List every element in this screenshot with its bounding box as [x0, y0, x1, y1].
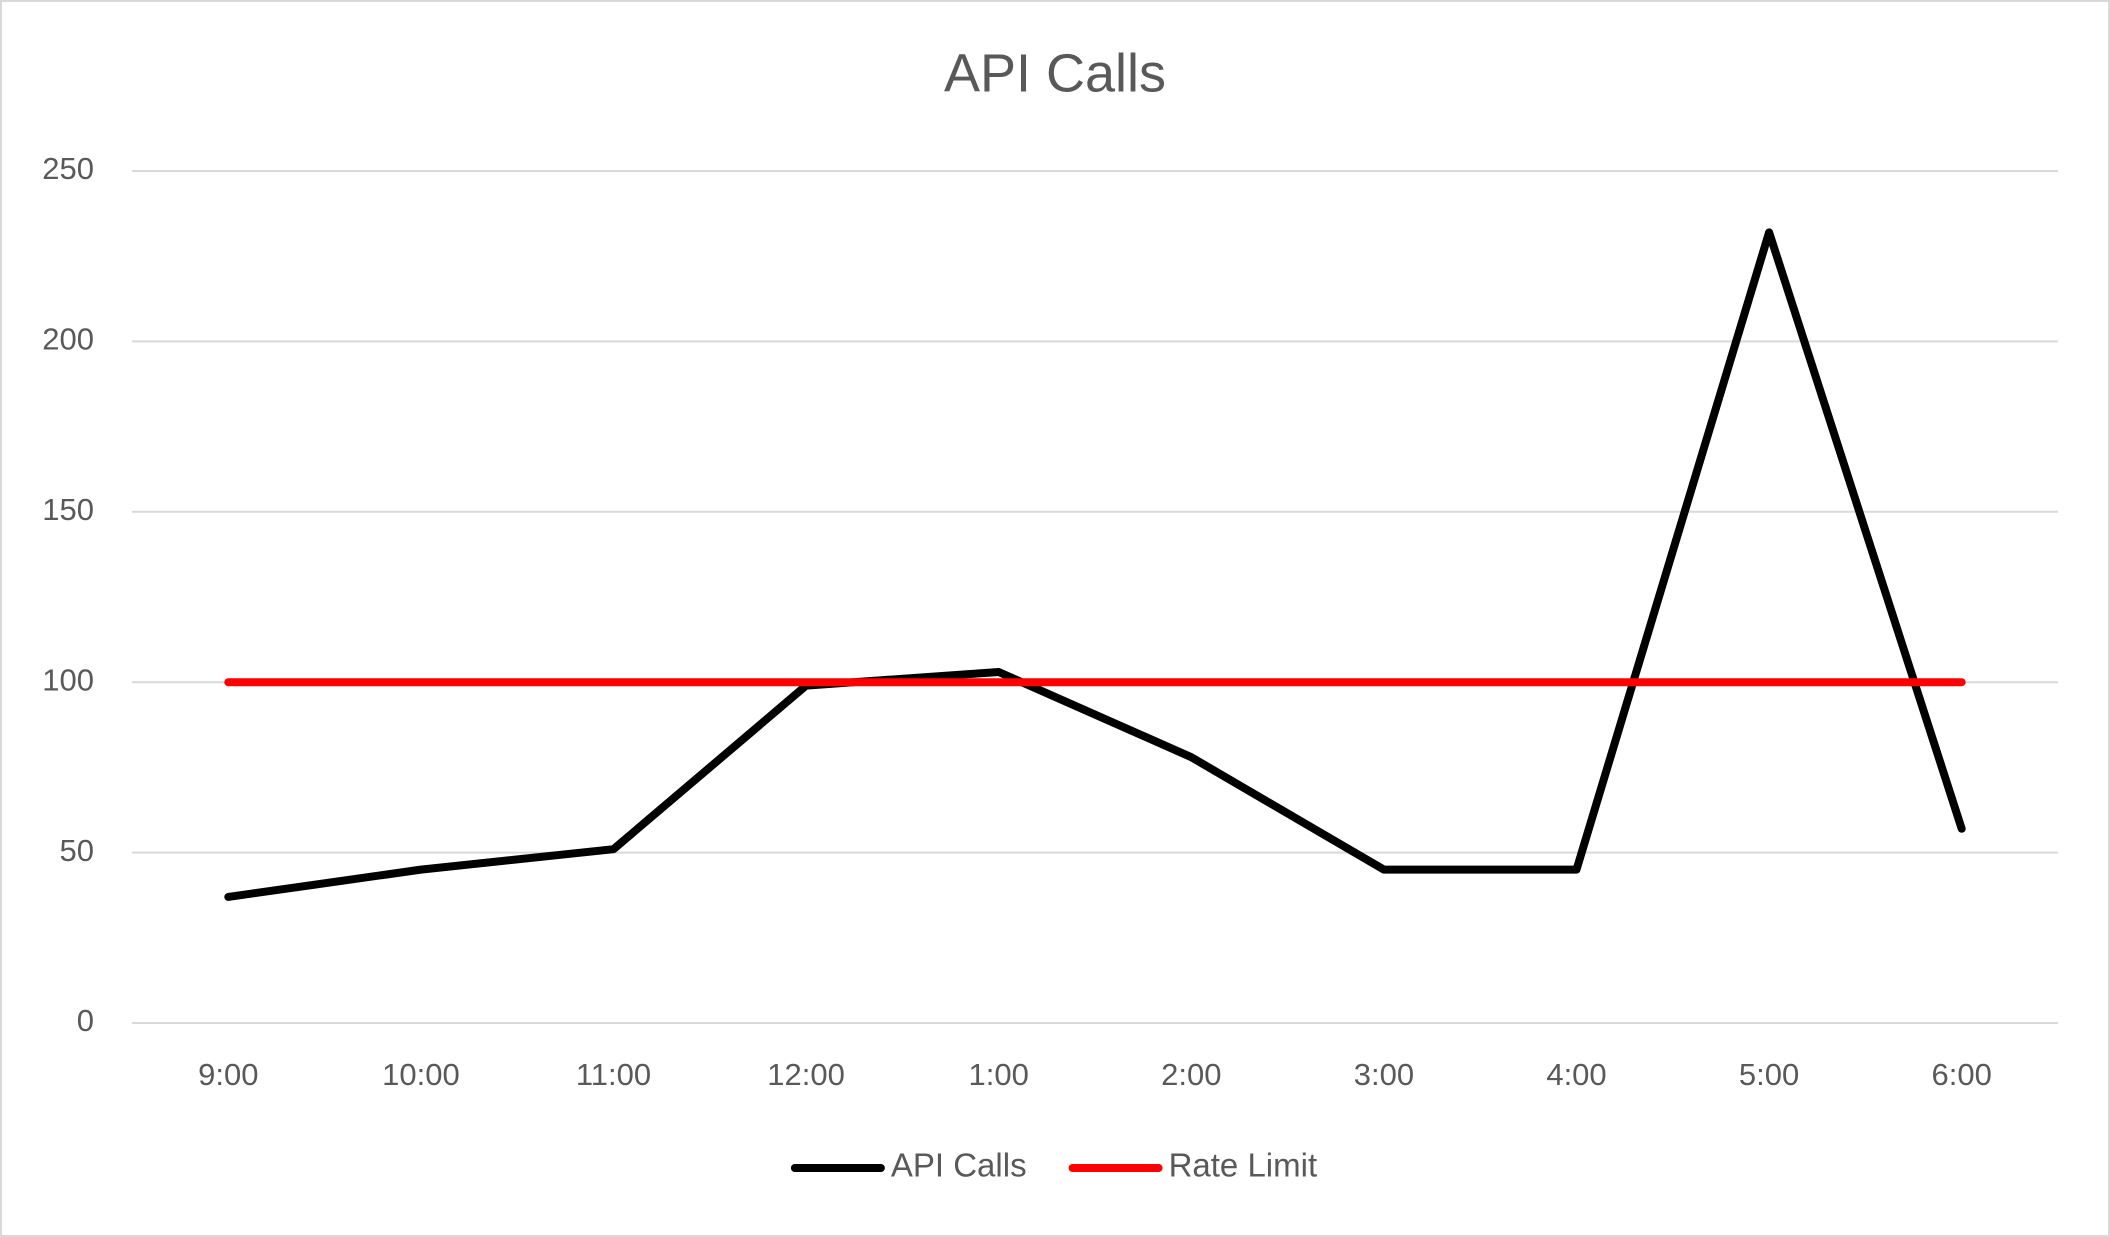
y-tick-label: 200: [42, 322, 94, 357]
x-tick-label: 6:00: [1932, 1057, 1992, 1092]
x-tick-label: 11:00: [576, 1057, 651, 1092]
x-tick-label: 12:00: [767, 1057, 845, 1092]
y-tick-label: 50: [60, 833, 94, 868]
y-tick-label: 0: [77, 1003, 94, 1038]
x-tick-label: 4:00: [1546, 1057, 1606, 1092]
x-tick-label: 10:00: [382, 1057, 460, 1092]
chart-title: API Calls: [944, 43, 1166, 103]
x-tick-label: 3:00: [1354, 1057, 1414, 1092]
x-tick-label: 2:00: [1161, 1057, 1221, 1092]
legend-label: API Calls: [891, 1147, 1027, 1184]
y-tick-label: 100: [42, 662, 94, 697]
y-tick-label: 150: [42, 492, 94, 527]
legend-label: Rate Limit: [1169, 1147, 1318, 1184]
x-tick-label: 1:00: [969, 1057, 1029, 1092]
x-tick-label: 5:00: [1739, 1057, 1799, 1092]
y-tick-label: 250: [42, 151, 94, 186]
data-line: [224, 228, 1966, 901]
x-tick-label: 9:00: [198, 1057, 258, 1092]
